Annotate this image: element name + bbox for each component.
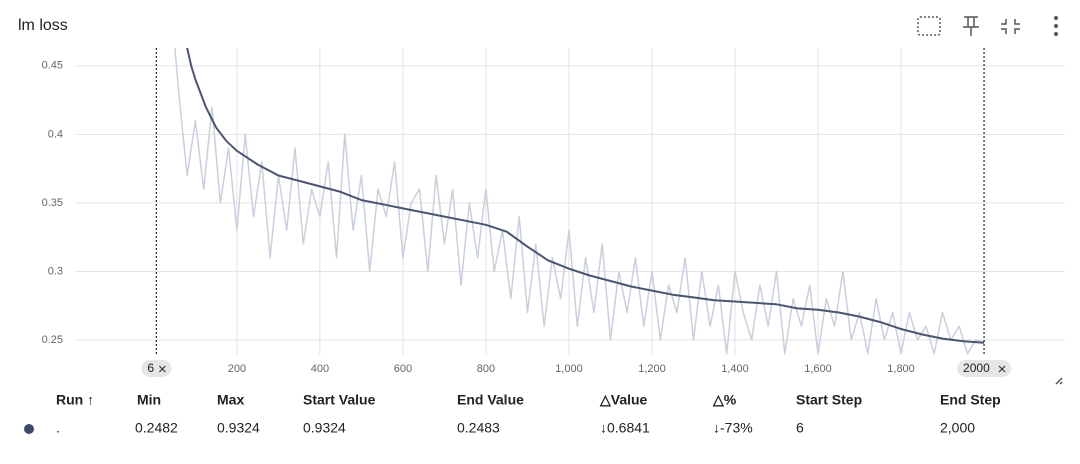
run-color-dot	[24, 424, 34, 434]
chip-bg	[957, 360, 1012, 377]
menu-icon[interactable]	[1054, 16, 1058, 36]
column-header[interactable]: End Step	[940, 392, 1001, 408]
x-tick-label: 600	[394, 363, 412, 375]
y-tick-label: 0.3	[48, 265, 63, 277]
y-tick-label: 0.4	[48, 128, 63, 140]
table-cell: 2,000	[940, 420, 975, 436]
x-tick-label: 1,000	[555, 363, 583, 375]
y-tick-label: 0.25	[42, 334, 63, 346]
table-cell: 0.9324	[303, 420, 346, 436]
fit-icon[interactable]	[917, 16, 941, 36]
y-tick-label: 0.45	[42, 60, 63, 72]
x-tick-label: 1,800	[887, 363, 915, 375]
column-header[interactable]: Start Value	[303, 392, 376, 408]
column-header[interactable]: Start Step	[796, 392, 862, 408]
table-cell: 6	[796, 420, 804, 436]
x-tick-label: 1,600	[804, 363, 832, 375]
chip-close	[998, 365, 1006, 373]
column-header[interactable]: △%	[712, 392, 737, 408]
x-tick-label: 800	[477, 363, 495, 375]
series-line	[174, 48, 985, 355]
chip-bg	[141, 360, 172, 377]
pin-icon[interactable]	[963, 16, 979, 36]
range-marker-chip[interactable]: 2000	[957, 360, 1012, 377]
resize-icon[interactable]	[1055, 377, 1063, 385]
column-header[interactable]: △Value	[599, 392, 648, 408]
x-tick-label: 200	[228, 363, 246, 375]
collapse-icon[interactable]	[1001, 19, 1020, 34]
column-header[interactable]: Min	[137, 392, 161, 408]
y-tick-label: 0.35	[42, 197, 63, 209]
chart-title: lm loss	[18, 17, 68, 34]
table-cell: 0.2483	[457, 420, 500, 436]
toolbar[interactable]	[917, 16, 1063, 385]
range-marker-label: 2000	[963, 361, 990, 375]
range-marker-label: 6	[147, 361, 154, 375]
table-cell: 0.2482	[135, 420, 178, 436]
column-header[interactable]: Max	[217, 392, 244, 408]
x-tick-label: 1,400	[721, 363, 749, 375]
table-cell: .	[56, 420, 60, 436]
chip-close	[158, 365, 166, 373]
table-cell: ↓-73%	[713, 420, 753, 436]
table-cell: 0.9324	[217, 420, 260, 436]
series-line	[186, 48, 985, 344]
x-tick-label: 400	[311, 363, 329, 375]
column-header[interactable]: End Value	[457, 392, 524, 408]
table-cell: ↓0.6841	[600, 420, 650, 436]
x-tick-label: 1,200	[638, 363, 666, 375]
range-marker-chip[interactable]: 6	[141, 360, 172, 377]
column-header[interactable]: Run ↑	[56, 392, 94, 408]
